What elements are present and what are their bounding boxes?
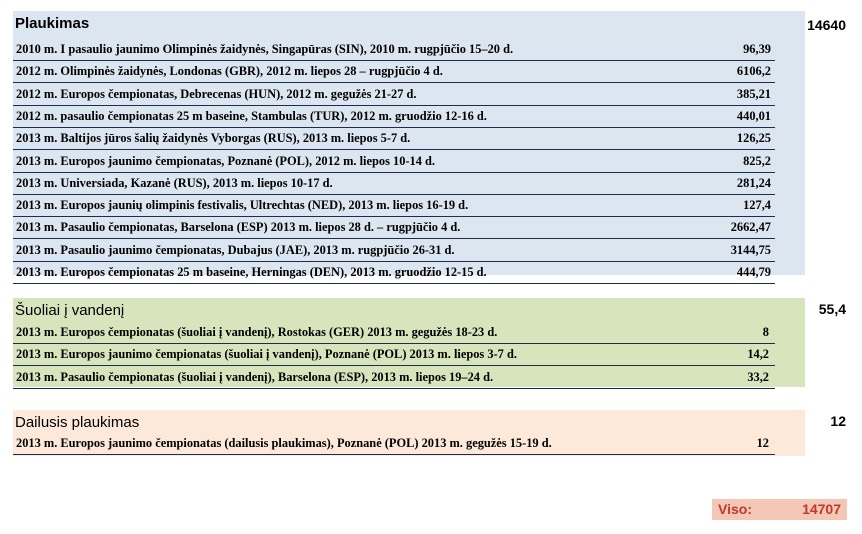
table-row: 2012 m. Europos čempionatas, Debrecenas …	[13, 84, 775, 106]
table-row: 2010 m. I pasaulio jaunimo Olimpinės žai…	[13, 39, 775, 61]
section-title-synchro: Dailusis plaukimas	[15, 414, 140, 431]
event-value: 8	[762, 325, 769, 339]
event-value: 2662,47	[730, 220, 771, 235]
table-row: 2012 m. pasaulio čempionatas 25 m basein…	[13, 106, 775, 128]
section-total-diving: 55,4	[818, 301, 846, 317]
event-description: 2013 m. Pasaulio čempionatas, Barselona …	[16, 220, 461, 235]
grand-total-value: 14707	[802, 501, 841, 517]
event-description: 2013 m. Europos jaunimo čempionatas (dai…	[16, 436, 552, 450]
section-title-swimming: Plaukimas	[15, 15, 90, 32]
event-value: 96,39	[743, 42, 771, 56]
event-description: 2012 m. Europos čempionatas, Debrecenas …	[16, 86, 417, 101]
event-description: 2012 m. pasaulio čempionatas 25 m basein…	[16, 108, 487, 123]
swimming-section-bg	[13, 11, 805, 275]
table-row: 2012 m. Olimpinės žaidynės, Londonas (GB…	[13, 61, 775, 84]
grand-total-box: Viso: 14707	[712, 499, 847, 520]
event-description: 2010 m. I pasaulio jaunimo Olimpinės žai…	[16, 42, 514, 56]
event-value: 33,2	[747, 369, 769, 384]
section-total-swimming: 14640	[807, 17, 846, 33]
table-row: 2013 m. Europos jaunimo čempionatas, Poz…	[13, 151, 775, 173]
event-description: 2013 m. Europos čempionatas (šuoliai į v…	[16, 325, 498, 339]
event-value: 14,2	[747, 347, 769, 362]
section-title-diving: Šuoliai į vandenį	[15, 302, 125, 319]
event-description: 2013 m. Europos jaunimo čempionatas, Poz…	[16, 153, 436, 168]
event-description: 2013 m. Europos jaunimo čempionatas (šuo…	[16, 347, 517, 362]
event-description: 2013 m. Europos čempionatas 25 m baseine…	[16, 265, 487, 279]
event-value: 126,25	[736, 131, 771, 146]
event-value: 281,24	[736, 175, 771, 190]
event-value: 825,2	[743, 153, 771, 168]
grand-total-label: Viso:	[718, 501, 752, 517]
event-description: 2013 m. Universiada, Kazanė (RUS), 2013 …	[16, 175, 333, 190]
event-value: 127,4	[743, 198, 771, 213]
event-description: 2013 m. Pasaulio čempionatas (šuoliai į …	[16, 369, 494, 384]
event-description: 2013 m. Pasaulio jaunimo čempionatas, Du…	[16, 242, 455, 257]
event-description: 2013 m. Europos jaunių olimpinis festiva…	[16, 198, 469, 213]
table-row: 2013 m. Europos čempionatas 25 m baseine…	[13, 262, 775, 284]
table-row: 2013 m. Pasaulio jaunimo čempionatas, Du…	[13, 240, 775, 262]
event-value: 444,79	[736, 265, 771, 279]
table-row: 2013 m. Europos jaunimo čempionatas (šuo…	[13, 344, 775, 367]
table-row: 2013 m. Pasaulio čempionatas, Barselona …	[13, 217, 775, 240]
table-row: 2013 m. Europos čempionatas (šuoliai į v…	[13, 322, 775, 344]
event-value: 440,01	[736, 108, 771, 123]
section-total-synchro: 12	[830, 413, 846, 429]
event-description: 2012 m. Olimpinės žaidynės, Londonas (GB…	[16, 64, 443, 79]
table-row: 2013 m. Baltijos jūros šalių žaidynės Vy…	[13, 128, 775, 151]
table-row: 2013 m. Europos jaunių olimpinis festiva…	[13, 195, 775, 218]
event-value: 385,21	[736, 86, 771, 101]
table-row: 2013 m. Pasaulio čempionatas (šuoliai į …	[13, 367, 775, 389]
table-row: 2013 m. Universiada, Kazanė (RUS), 2013 …	[13, 173, 775, 195]
event-value: 6106,2	[736, 64, 771, 79]
diving-section-bg	[13, 298, 805, 387]
event-value: 3144,75	[730, 242, 771, 257]
synchro-section-bg	[13, 410, 805, 456]
table-row: 2013 m. Europos jaunimo čempionatas (dai…	[13, 433, 775, 455]
event-value: 12	[756, 436, 769, 450]
event-description: 2013 m. Baltijos jūros šalių žaidynės Vy…	[16, 131, 411, 146]
